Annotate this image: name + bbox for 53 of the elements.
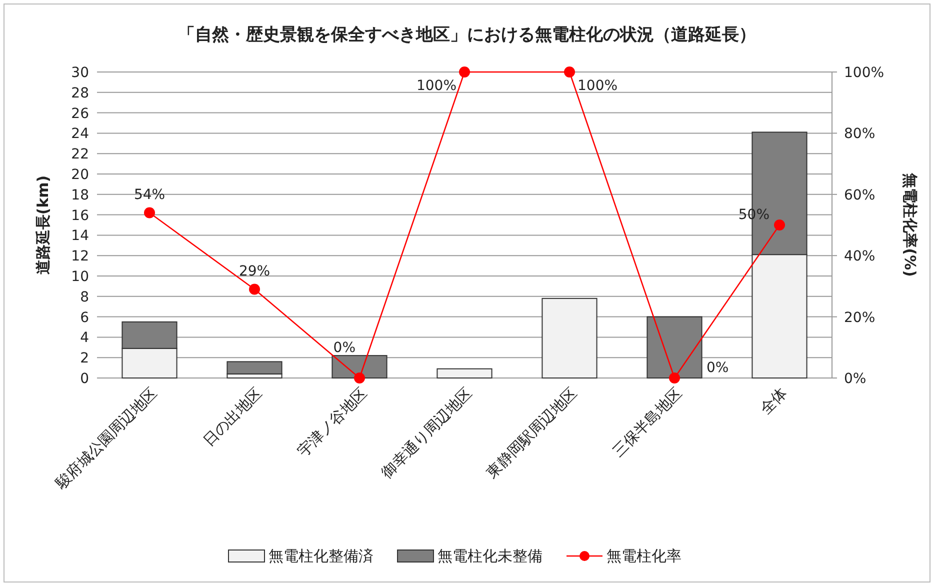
y-tick-label: 0 (80, 371, 89, 387)
y-tick-label: 14 (71, 228, 90, 244)
y-tick-label: 26 (71, 106, 90, 122)
bar (436, 368, 492, 378)
y-tick-label: 30 (71, 65, 89, 81)
bar (226, 361, 282, 374)
data-label: 100% (578, 78, 618, 94)
data-label: 0% (333, 340, 356, 356)
point (564, 66, 575, 78)
y-tick-label: 16 (71, 208, 90, 224)
legend-label: 無電柱化未整備 (438, 547, 542, 565)
y-tick-label: 6 (80, 310, 90, 326)
point (249, 284, 260, 295)
y-tick-label: 22 (71, 146, 89, 163)
y2-axis-title: 無電柱化率(%) (901, 172, 919, 277)
chart-title: 「自然・歴史景観を保全すべき地区」における無電柱化の状況（道路延長） (178, 25, 756, 45)
y-tick-label: 24 (71, 126, 90, 142)
y-axis-title: 道路延長(km) (34, 175, 52, 275)
legend-label: 無電柱化整備済 (268, 547, 374, 565)
y2-tick-label: 80% (844, 126, 876, 142)
y-tick-label: 20 (71, 167, 89, 183)
y2-tick-label: 100% (844, 65, 884, 81)
legend-label: 無電柱化率 (606, 547, 682, 565)
data-label: 100% (416, 78, 456, 94)
x-tick-label: 日の出地区 (200, 384, 266, 450)
y-tick-label: 8 (80, 289, 89, 306)
y-tick-label: 10 (71, 269, 89, 285)
y2-tick-label: 60% (844, 187, 876, 204)
point (459, 66, 470, 78)
bar (332, 355, 388, 378)
data-label: 54% (134, 186, 166, 203)
bar (542, 298, 598, 378)
point (774, 220, 785, 230)
y-tick-label: 28 (71, 85, 89, 102)
point (354, 372, 365, 384)
x-tick-label: 東静岡駅周辺地区 (482, 384, 580, 482)
x-tick-label: 宇津ノ谷地区 (294, 384, 370, 460)
x-tick-label: 全体 (756, 384, 790, 418)
data-label: 29% (238, 263, 270, 280)
point (144, 207, 155, 218)
data-label: 0% (706, 360, 729, 376)
y-tick-label: 4 (80, 330, 90, 346)
x-tick-label: 御幸通り周辺地区 (378, 384, 476, 482)
y2-tick-label: 20% (844, 310, 876, 326)
y-tick-label: 18 (71, 187, 89, 204)
y-tick-label: 2 (80, 350, 89, 367)
y2-tick-label: 0% (844, 371, 866, 387)
y-tick-label: 12 (71, 248, 89, 265)
y2-tick-label: 40% (844, 248, 876, 265)
bar (646, 316, 702, 378)
point (669, 372, 680, 384)
x-tick-label: 三保半島地区 (608, 384, 686, 460)
x-tick-label: 駿府城公園周辺地区 (51, 384, 160, 493)
